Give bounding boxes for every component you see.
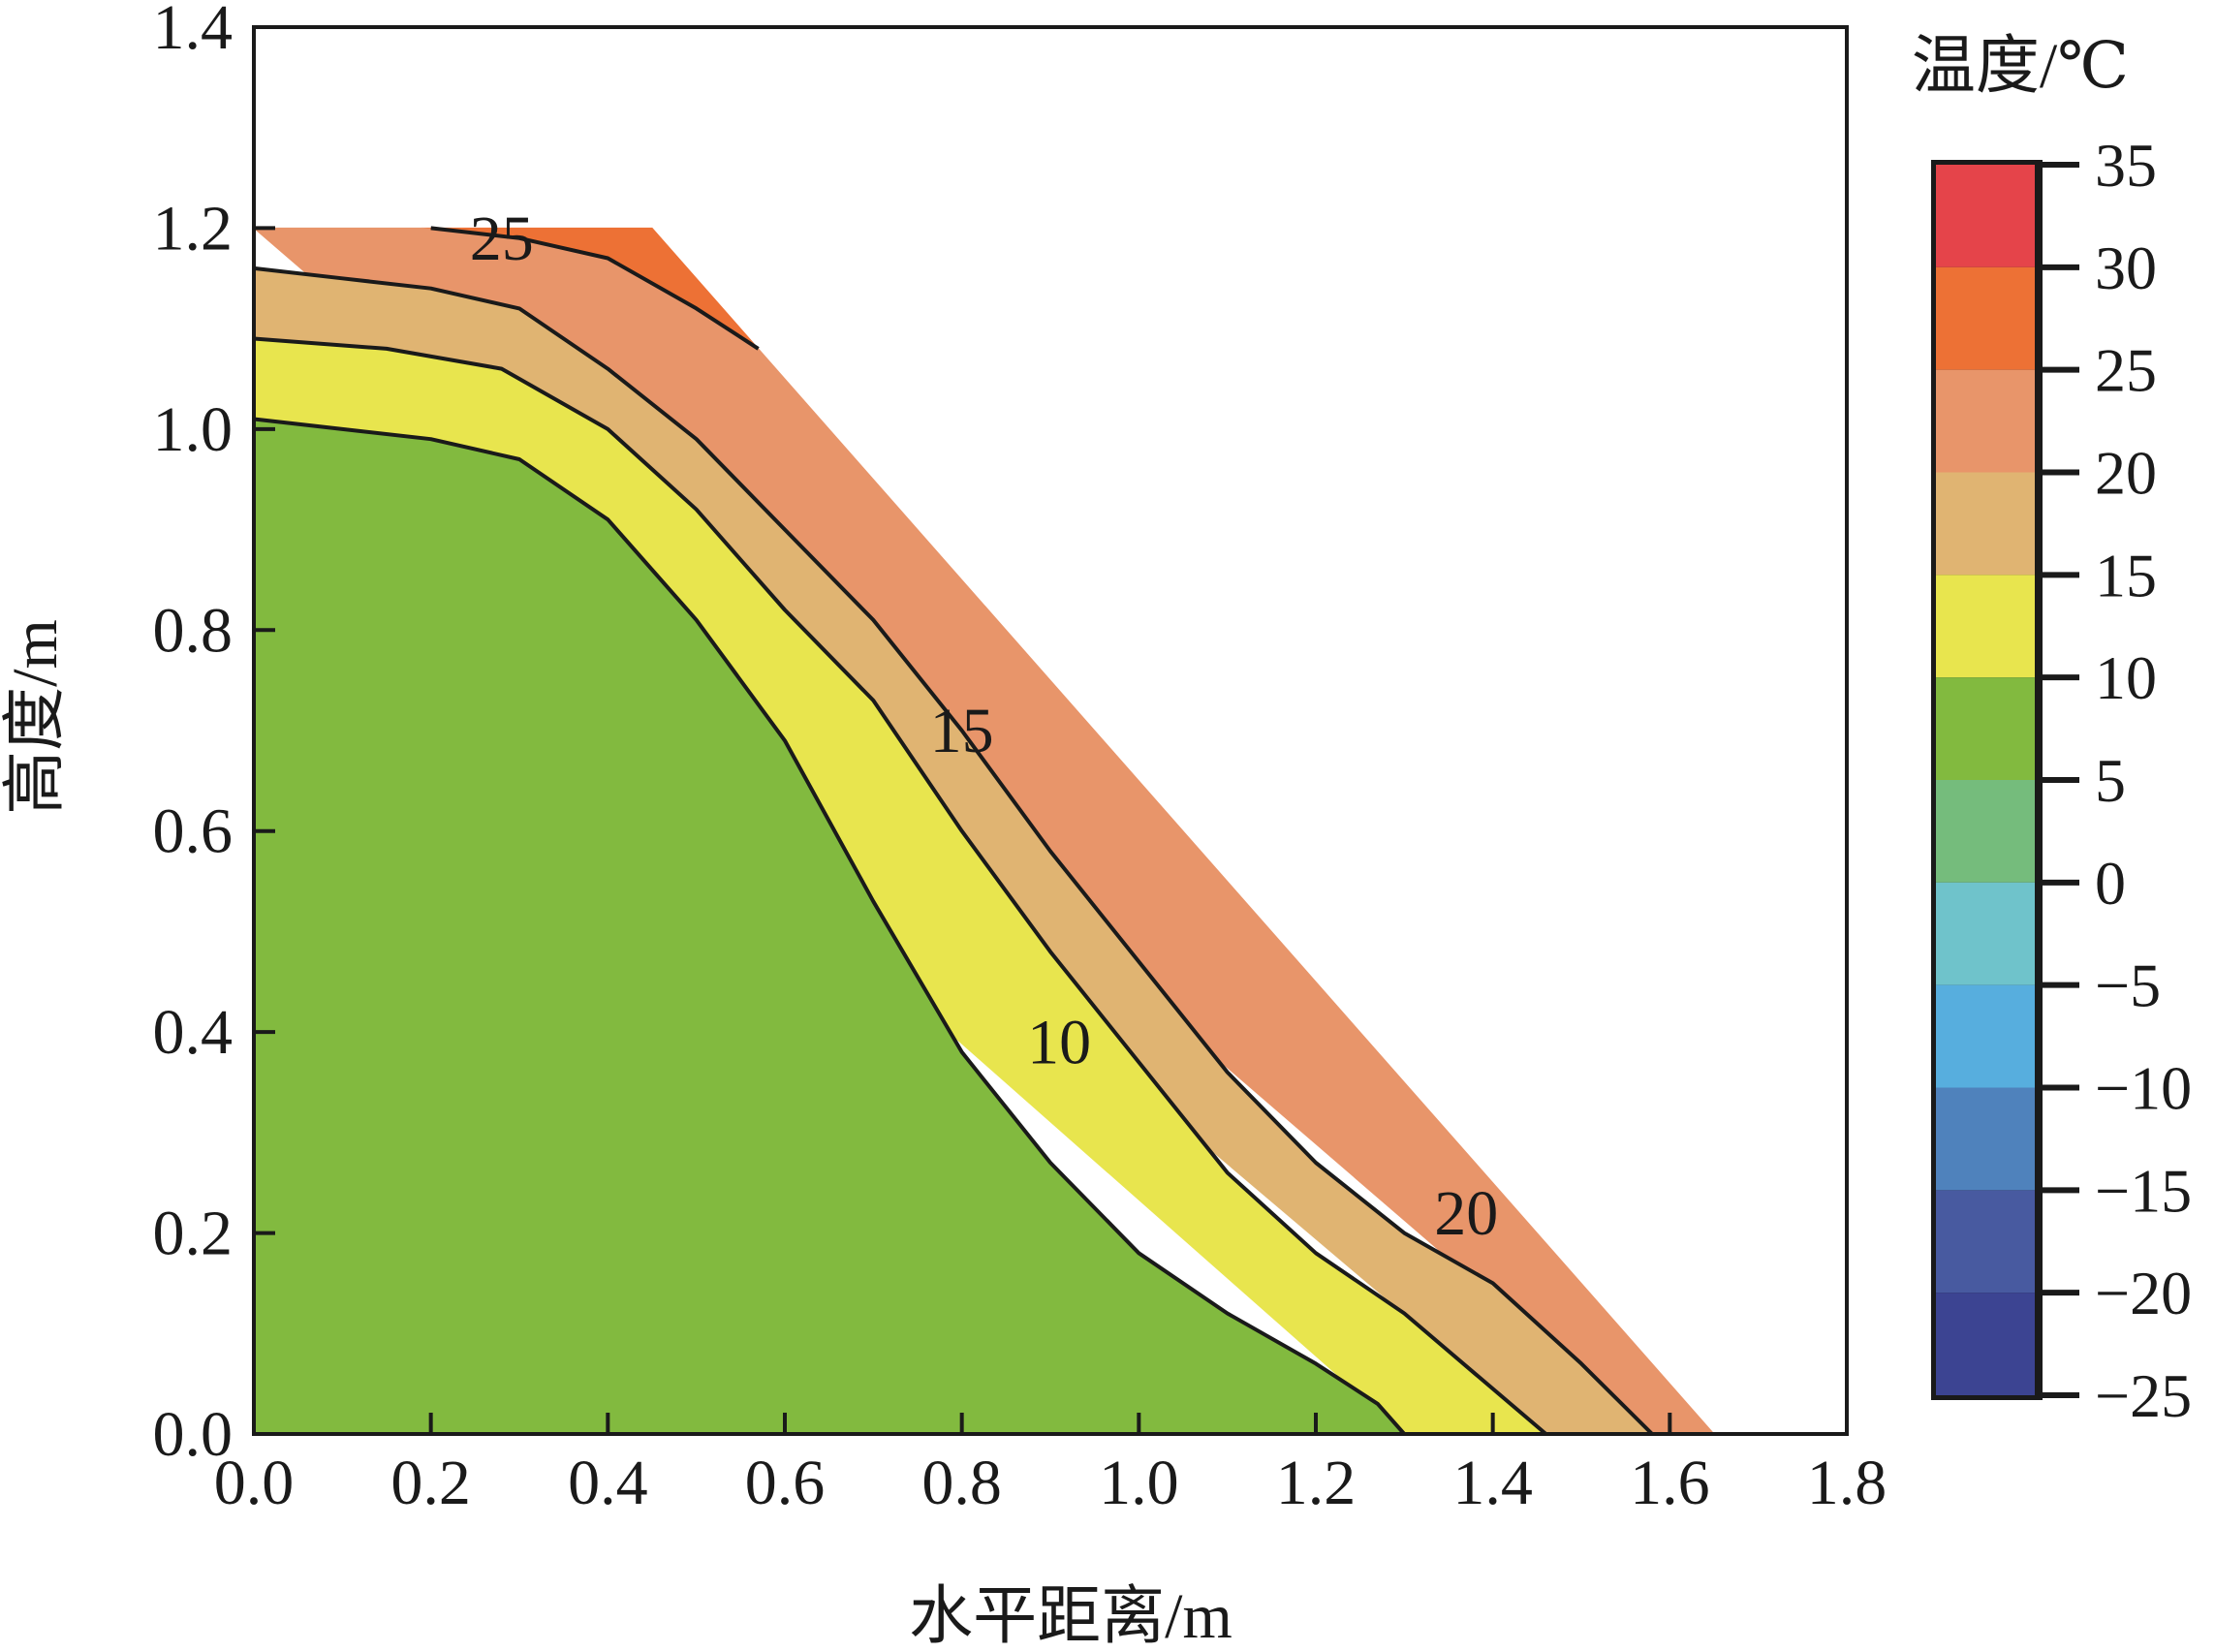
contour-label-15: 15: [930, 696, 994, 766]
contour-label-10: 10: [1027, 1008, 1091, 1078]
y-tick-label: 0.4: [153, 997, 234, 1068]
contour-label-25: 25: [470, 203, 534, 274]
contour-label-20: 20: [1434, 1178, 1498, 1249]
colorbar-tick-label: 0: [2095, 849, 2126, 918]
x-tick-label: 1.0: [1099, 1448, 1179, 1518]
y-tick-label: 0.8: [153, 595, 234, 666]
plot-area: 25 20 15 10 0.0 0.2 0.4 0.6 0.8 1.0 1.2 1.4 1.6 1.8 0.…: [153, 0, 1887, 1518]
y-tick-label: 1.0: [153, 394, 234, 465]
colorbar-tick-label: 35: [2095, 131, 2157, 200]
colorbar-segment: [1936, 677, 2035, 780]
colorbar-tick-label: 10: [2095, 643, 2157, 712]
x-tick-label: 0.0: [214, 1448, 295, 1518]
colorbar: 35 30 25 20 15 10 5 0 −5 −10 −15 −20 −25: [1931, 131, 2192, 1430]
colorbar-segment: [1936, 984, 2035, 1088]
colorbar-tick-label: −10: [2095, 1054, 2192, 1123]
colorbar-segment: [1936, 369, 2035, 473]
contour-line-15: [253, 336, 1547, 1436]
y-tick-label: 0.2: [153, 1199, 234, 1269]
plot-frame: [252, 25, 1849, 1436]
colorbar-segment: [1936, 882, 2035, 985]
x-tick-label: 1.2: [1276, 1448, 1357, 1518]
contour-line-25: [430, 226, 760, 351]
colorbar-tick-label: 25: [2095, 336, 2157, 405]
colorbar-tick-label: 30: [2095, 234, 2157, 302]
colorbar-segment: [1936, 575, 2035, 678]
colorbar-title: 温度/℃: [1912, 31, 2129, 102]
colorbar-segment: [1936, 165, 2035, 267]
y-tick-label: 1.4: [153, 0, 234, 63]
x-tick-label: 1.6: [1630, 1448, 1710, 1518]
x-tick-label: 0.6: [745, 1448, 826, 1518]
x-tick-label: 1.4: [1452, 1448, 1533, 1518]
x-tick-label: 1.8: [1807, 1448, 1887, 1518]
x-tick-label: 0.8: [921, 1448, 1002, 1518]
colorbar-tick-label: −15: [2095, 1156, 2192, 1225]
colorbar-tick-label: −5: [2095, 951, 2161, 1020]
colorbar-tick-label: 15: [2095, 541, 2157, 609]
x-tick-label: 0.4: [568, 1448, 648, 1518]
colorbar-tick-label: −20: [2095, 1259, 2192, 1327]
contour-line-10: [253, 417, 1406, 1436]
colorbar-segment: [1936, 780, 2035, 883]
colorbar-segment: [1936, 1293, 2035, 1395]
colorbar-tick-label: −25: [2095, 1361, 2192, 1430]
colorbar-tick-label: 5: [2095, 746, 2126, 815]
contour-line-20: [253, 265, 1654, 1436]
x-tick-label: 0.2: [390, 1448, 471, 1518]
y-axis-title: 高度/m: [0, 619, 71, 815]
colorbar-segment: [1936, 266, 2035, 370]
colorbar-segment: [1936, 1190, 2035, 1294]
colorbar-tick-label: 20: [2095, 439, 2157, 508]
x-axis-title: 水平距离/m: [909, 1581, 1232, 1652]
colorbar-segment: [1936, 472, 2035, 576]
colorbar-segment: [1936, 1087, 2035, 1191]
y-tick-label: 1.2: [153, 193, 234, 264]
y-tick-label: 0.6: [153, 796, 234, 867]
y-tick-label: 0.0: [153, 1399, 234, 1470]
